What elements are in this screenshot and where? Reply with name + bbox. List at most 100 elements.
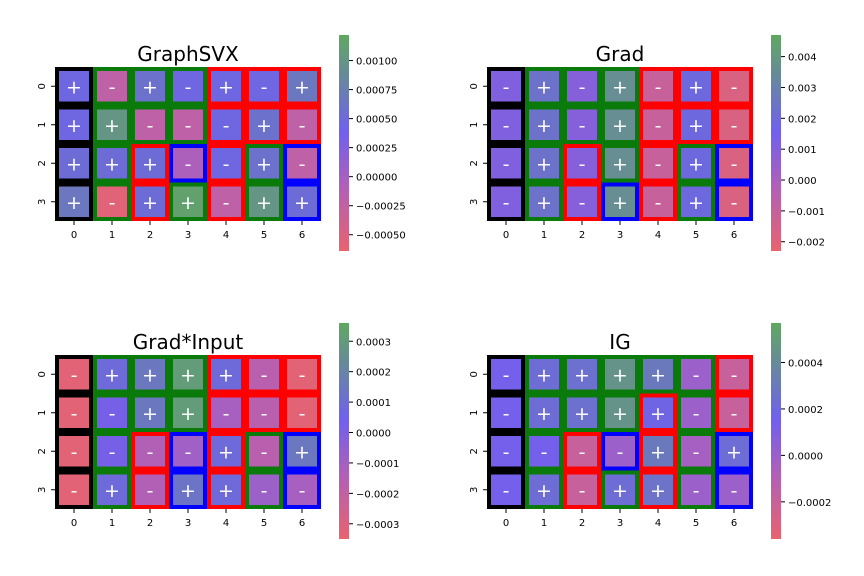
cell-sign-label: +	[612, 480, 628, 502]
x-tick-label: 0	[71, 518, 77, 529]
cell-sign-label: +	[218, 76, 234, 98]
heatmap-cell	[605, 474, 635, 505]
heatmap-panel-graphsvx: GraphSVX + - + - + - + + + - - - + - + + + - - + - + - + + - + + 0 1…	[37, 35, 406, 251]
heatmap-cell	[135, 186, 165, 217]
colorbar-tick-label: −0.00025	[356, 202, 406, 213]
cell-sign-label: -	[299, 403, 306, 425]
cell-sign-label: +	[180, 192, 196, 214]
cell-sign-label: -	[109, 403, 116, 425]
colorbar-tick-label: −0.00050	[356, 231, 406, 242]
cell-sign-label: -	[185, 153, 192, 175]
x-axis-ticks: 0 1 2 3 4 5 6	[503, 509, 737, 529]
heatmap-panel-grad-input: Grad*Input - + + + + - - - - + + - - - - - - - + - + - + - + + - - …	[37, 323, 399, 539]
x-tick-label: 6	[731, 518, 737, 529]
cell-sign-label: -	[261, 441, 268, 463]
heatmap-cell	[173, 474, 203, 505]
heatmap-cell	[719, 474, 749, 505]
heatmap-cell	[287, 148, 317, 179]
cell-sign-label: +	[536, 480, 552, 502]
cell-sign-label: -	[503, 76, 510, 98]
colorbar-tick-label: 0.0004	[788, 358, 823, 369]
heatmap-cells: - + - + - + - - + - + - + - - + - + - + - - + - + - + -	[487, 67, 753, 221]
cell-sign-label: -	[655, 192, 662, 214]
heatmap-cell	[287, 186, 317, 217]
panel-title: Grad*Input	[133, 330, 244, 354]
y-tick-label: 3	[37, 487, 48, 493]
cell-sign-label: -	[579, 153, 586, 175]
y-tick-label: 1	[469, 410, 480, 416]
x-tick-label: 3	[185, 518, 191, 529]
colorbar-gradient	[339, 35, 349, 251]
heatmap-cell	[59, 71, 89, 102]
cell-sign-label: +	[104, 115, 120, 137]
cell-sign-label: -	[693, 403, 700, 425]
x-tick-label: 4	[655, 518, 661, 529]
heatmap-cell	[211, 186, 241, 217]
heatmap-cell	[681, 109, 711, 140]
x-tick-label: 5	[261, 230, 267, 241]
x-axis-ticks: 0 1 2 3 4 5 6	[503, 221, 737, 241]
heatmap-cell	[97, 359, 127, 390]
heatmap-cell	[529, 436, 559, 467]
cell-sign-label: +	[536, 153, 552, 175]
cell-sign-label: +	[256, 192, 272, 214]
heatmap-cell	[211, 148, 241, 179]
cell-sign-label: +	[688, 76, 704, 98]
y-tick-label: 3	[37, 199, 48, 205]
x-tick-label: 2	[579, 230, 585, 241]
heatmap-cell	[529, 71, 559, 102]
colorbar-tick-label: 0.00100	[356, 57, 397, 68]
cell-sign-label: +	[294, 76, 310, 98]
heatmap-cells: + - + - + - + + + - - - + - + + + - - + - + - + + - + +	[55, 67, 321, 221]
y-axis-ticks: 0 1 2 3	[469, 371, 487, 493]
x-axis-ticks: 0 1 2 3 4 5 6	[71, 221, 305, 241]
x-tick-label: 3	[185, 230, 191, 241]
y-tick-label: 0	[37, 371, 48, 377]
cell-sign-label: -	[261, 403, 268, 425]
heatmap-cell	[173, 397, 203, 428]
heatmap-cell	[287, 397, 317, 428]
heatmap-cell	[719, 71, 749, 102]
heatmap-cell	[643, 359, 673, 390]
cell-sign-label: +	[142, 403, 158, 425]
cell-sign-label: +	[612, 76, 628, 98]
cell-sign-label: +	[180, 364, 196, 386]
cell-sign-label: -	[109, 192, 116, 214]
cell-sign-label: +	[142, 153, 158, 175]
heatmap-cell	[97, 474, 127, 505]
x-axis-ticks: 0 1 2 3 4 5 6	[71, 509, 305, 529]
x-tick-label: 5	[261, 518, 267, 529]
colorbar-tick-label: −0.0002	[788, 498, 831, 509]
heatmap-cell	[719, 148, 749, 179]
cell-sign-label: -	[223, 115, 230, 137]
heatmap-cell	[719, 109, 749, 140]
heatmap-cell	[59, 436, 89, 467]
heatmap-cell	[491, 397, 521, 428]
colorbar-tick-label: 0.002	[788, 114, 817, 125]
colorbar: 0.004 0.003 0.002 0.001 0.000 −0.001 −0.002	[771, 35, 825, 251]
colorbar-tick-label: 0.0003	[356, 337, 391, 348]
cell-sign-label: -	[655, 76, 662, 98]
heatmap-cell	[249, 148, 279, 179]
y-tick-label: 1	[37, 122, 48, 128]
cell-sign-label: -	[693, 441, 700, 463]
y-tick-label: 2	[469, 448, 480, 454]
heatmap-cell	[249, 109, 279, 140]
heatmap-cell	[211, 436, 241, 467]
x-tick-label: 6	[299, 230, 305, 241]
colorbar-tick-label: 0.0000	[356, 429, 391, 440]
y-tick-label: 3	[469, 199, 480, 205]
heatmap-cell	[529, 474, 559, 505]
x-tick-label: 3	[617, 518, 623, 529]
heatmap-cell	[97, 109, 127, 140]
cell-sign-label: +	[536, 364, 552, 386]
cell-sign-label: -	[223, 192, 230, 214]
x-tick-label: 1	[541, 518, 547, 529]
y-tick-label: 0	[469, 83, 480, 89]
cell-sign-label: -	[731, 480, 738, 502]
cell-sign-label: -	[579, 76, 586, 98]
x-tick-label: 6	[299, 518, 305, 529]
heatmap-cell	[59, 148, 89, 179]
colorbar-tick-label: 0.0002	[788, 405, 823, 416]
cell-sign-label: +	[294, 441, 310, 463]
